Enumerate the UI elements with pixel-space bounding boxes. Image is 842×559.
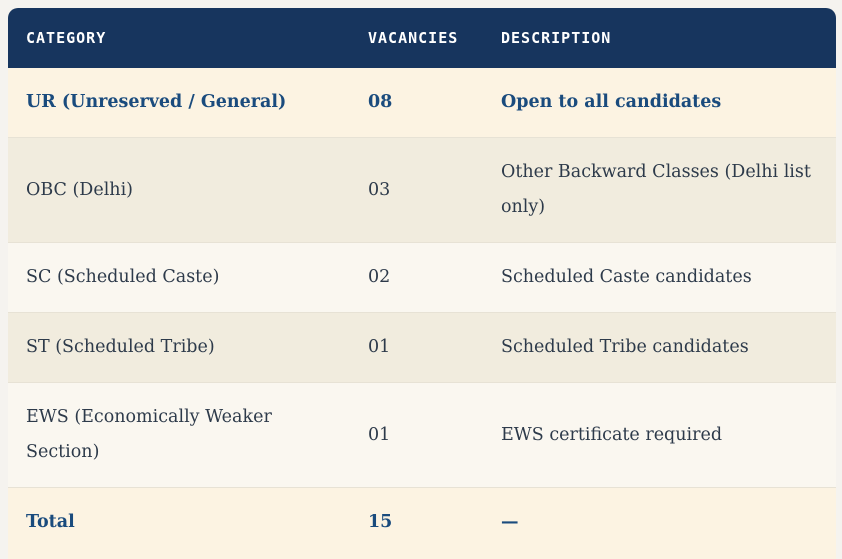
- header-row: CATEGORY VACANCIES DESCRIPTION: [8, 8, 836, 68]
- table-row-obc: OBC (Delhi) 03 Other Backward Classes (D…: [8, 137, 836, 243]
- cell-category: EWS (Economically Weaker Section): [8, 382, 350, 488]
- cell-description: Scheduled Caste candidates: [483, 242, 836, 313]
- cell-vacancies: 15: [350, 487, 483, 557]
- cell-description: EWS certificate required: [483, 382, 836, 488]
- cell-vacancies: 01: [350, 382, 483, 488]
- table-body: UR (Unreserved / General) 08 Open to all…: [8, 68, 836, 557]
- cell-category: Total: [8, 487, 350, 557]
- table-row-st: ST (Scheduled Tribe) 01 Scheduled Tribe …: [8, 312, 836, 383]
- cell-category: OBC (Delhi): [8, 137, 350, 243]
- cell-vacancies: 08: [350, 68, 483, 138]
- column-header-category: CATEGORY: [8, 8, 350, 68]
- vacancy-breakdown-table: CATEGORY VACANCIES DESCRIPTION UR (Unres…: [8, 8, 836, 557]
- cell-description: Other Backward Classes (Delhi list only): [483, 137, 836, 243]
- cell-description: Scheduled Tribe candidates: [483, 312, 836, 383]
- cell-category: UR (Unreserved / General): [8, 68, 350, 138]
- table-row-ews: EWS (Economically Weaker Section) 01 EWS…: [8, 382, 836, 488]
- cell-description: Open to all candidates: [483, 68, 836, 138]
- cell-vacancies: 03: [350, 137, 483, 243]
- cell-vacancies: 01: [350, 312, 483, 383]
- cell-description: —: [483, 487, 836, 557]
- cell-category: ST (Scheduled Tribe): [8, 312, 350, 383]
- cell-category: SC (Scheduled Caste): [8, 242, 350, 313]
- table-row-ur: UR (Unreserved / General) 08 Open to all…: [8, 68, 836, 138]
- vacancy-table: CATEGORY VACANCIES DESCRIPTION UR (Unres…: [8, 8, 836, 559]
- table-row-total: Total 15 —: [8, 487, 836, 557]
- cell-vacancies: 02: [350, 242, 483, 313]
- column-header-vacancies: VACANCIES: [350, 8, 483, 68]
- table-row-sc: SC (Scheduled Caste) 02 Scheduled Caste …: [8, 242, 836, 313]
- column-header-description: DESCRIPTION: [483, 8, 836, 68]
- table-header: CATEGORY VACANCIES DESCRIPTION: [8, 8, 836, 68]
